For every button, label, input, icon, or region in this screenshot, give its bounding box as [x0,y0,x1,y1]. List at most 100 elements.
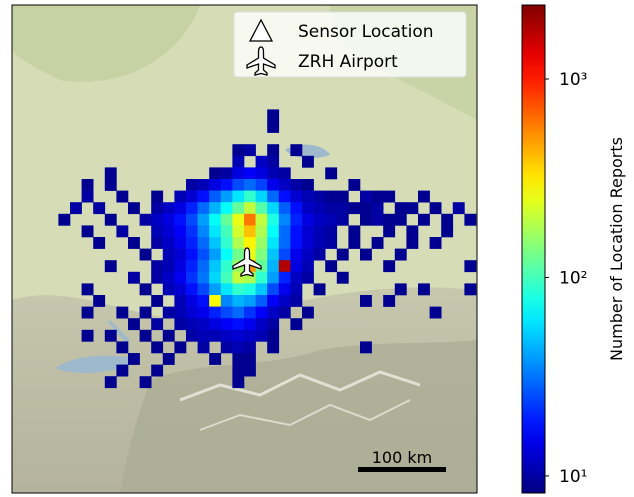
heatmap-cell [105,167,117,179]
heatmap-cell [174,341,186,353]
heatmap-cell [163,225,175,237]
heatmap-cell [174,283,186,295]
heatmap-cell [314,214,326,226]
heatmap-cell [128,353,140,365]
heatmap-cell [198,341,210,353]
colorbar-tick-label: 10¹ [559,467,587,487]
heatmap-cell [383,225,395,237]
heatmap-cell [232,179,244,191]
heatmap-cell [256,237,268,249]
heatmap-cell [105,179,117,191]
heatmap-cell [232,144,244,156]
heatmap-cell [256,225,268,237]
heatmap-cell [360,214,372,226]
scale-bar [358,467,446,472]
heatmap-cell [290,225,302,237]
heatmap-cell [372,214,384,226]
heatmap-cell [163,249,175,261]
colorbar-tick-label: 10³ [559,70,587,90]
heatmap-cell [256,214,268,226]
heatmap-cell [267,330,279,342]
heatmap-cell [105,330,117,342]
heatmap-cell [221,318,233,330]
heatmap-cell [290,283,302,295]
heatmap-cell [267,109,279,121]
heatmap-cell [116,191,128,203]
heatmap-cell [325,214,337,226]
heatmap-cell [93,295,105,307]
heatmap-cell [186,260,198,272]
heatmap-cell [209,353,221,365]
heatmap-cell [163,214,175,226]
heatmap-cell [209,318,221,330]
heatmap-cell [267,179,279,191]
heatmap-cell [244,283,256,295]
heatmap-cell [279,167,291,179]
heatmap-cell [186,214,198,226]
heatmap-cell [163,237,175,249]
heatmap-cell [464,283,476,295]
heatmap-cell [267,214,279,226]
heatmap-cell [140,376,152,388]
heatmap-cell [209,295,221,307]
heatmap-cell [232,202,244,214]
colorbar-label: Number of Location Reports [607,137,626,361]
heatmap-cell [290,249,302,261]
heatmap-cell [337,191,349,203]
heatmap-cell [244,144,256,156]
heatmap-cell [290,260,302,272]
heatmap-cell [174,272,186,284]
heatmap-cell [290,214,302,226]
heatmap-cell [209,307,221,319]
heatmap-cell [302,214,314,226]
heatmap-cell [198,249,210,261]
heatmap-cell [395,283,407,295]
heatmap-cell [186,179,198,191]
heatmap-cell [395,214,407,226]
heatmap-cell [418,214,430,226]
heatmap-cell [267,249,279,261]
heatmap-cell [186,295,198,307]
heatmap-cell [93,202,105,214]
heatmap-cell [105,214,117,226]
heatmap-cell [464,260,476,272]
heatmap-cell [209,283,221,295]
heatmap-cell [348,237,360,249]
heatmap-cell [232,156,244,168]
heatmap-cell [325,167,337,179]
heatmap-cell [221,214,233,226]
heatmap-cell [174,202,186,214]
heatmap-cell [244,214,256,226]
heatmap-cell [151,202,163,214]
heatmap-cell [163,202,175,214]
heatmap-cell [174,214,186,226]
heatmap-cell [267,307,279,319]
heatmap-cell [395,202,407,214]
heatmap-cell [290,202,302,214]
heatmap-cell [256,202,268,214]
heatmap-cell [198,330,210,342]
heatmap-cell [198,225,210,237]
heatmap-cell [244,341,256,353]
heatmap-cell [267,260,279,272]
heatmap-cell [337,272,349,284]
heatmap-cell [198,318,210,330]
heatmap-cell [267,144,279,156]
heatmap-cell [82,283,94,295]
heatmap-cell [209,237,221,249]
heatmap-cell [360,202,372,214]
heatmap-cell [174,307,186,319]
heatmap-cell [232,307,244,319]
heatmap-cell [418,283,430,295]
heatmap-cell [244,167,256,179]
heatmap-cell [209,249,221,261]
heatmap-cell [290,318,302,330]
heatmap-cell [302,272,314,284]
heatmap-cell [93,237,105,249]
heatmap-cell [256,307,268,319]
heatmap-cell [232,167,244,179]
heatmap-cell [232,330,244,342]
heatmap-cell [290,179,302,191]
heatmap-cell [140,214,152,226]
heatmap-cell [244,225,256,237]
